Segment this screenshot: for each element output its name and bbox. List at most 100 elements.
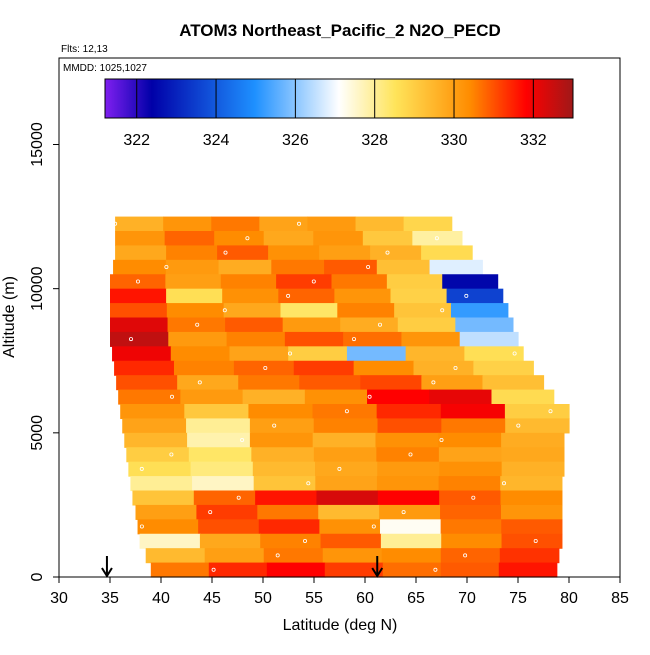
heatmap-cell: [112, 346, 172, 362]
heatmap-cell: [446, 288, 504, 304]
heatmap-cell: [223, 303, 282, 319]
x-tick-label: 35: [101, 590, 119, 607]
x-tick-label: 65: [407, 590, 425, 607]
heatmap-cell: [115, 231, 166, 247]
heatmap-cell: [145, 548, 206, 564]
heatmap-cell: [353, 360, 415, 376]
colorbar-tick-label: 326: [282, 132, 309, 149]
heatmap-cell: [139, 533, 201, 549]
sample-marker: [272, 423, 277, 428]
heatmap-cell: [376, 404, 442, 420]
heatmap-cell: [208, 562, 268, 578]
heatmap-cell: [211, 216, 260, 232]
sample-marker: [135, 279, 140, 284]
heatmap-cell: [501, 461, 565, 477]
sample-marker: [464, 293, 469, 298]
heatmap-cell: [376, 259, 431, 275]
heatmap-cell: [441, 533, 503, 549]
heatmap-cell: [346, 346, 407, 362]
sample-markers: [113, 221, 553, 572]
sample-marker: [344, 409, 349, 414]
heatmap-cell: [204, 548, 265, 564]
heatmap-cell: [278, 288, 335, 304]
heatmap-cell: [394, 303, 452, 319]
heatmap-cell: [429, 389, 493, 405]
heatmap-cell: [249, 418, 315, 434]
flight-arrow-icon: [371, 556, 384, 578]
heatmap-cell: [110, 331, 169, 347]
sample-marker: [211, 567, 216, 572]
heatmap-cell: [242, 389, 306, 405]
heatmap-cell: [429, 259, 483, 275]
heatmap-cell: [293, 360, 355, 376]
heatmap-cell: [382, 562, 442, 578]
heatmap-cell: [253, 476, 316, 492]
colorbar-tick-label: 328: [361, 132, 388, 149]
heatmap-cell: [276, 274, 333, 290]
heatmap-cell: [113, 259, 167, 275]
heatmap-cell: [220, 274, 277, 290]
heatmap-cell: [320, 533, 382, 549]
colorbar: 322 324 326 328 330 332: [104, 78, 574, 149]
heatmap-cell: [381, 548, 442, 564]
sample-marker: [433, 567, 438, 572]
heatmap-cell: [226, 331, 286, 347]
sample-marker: [169, 452, 174, 457]
sample-marker: [208, 510, 213, 515]
heatmap-cell: [118, 389, 181, 405]
heatmap-cell: [128, 461, 192, 477]
heatmap-cell: [498, 562, 558, 578]
heatmap-cell: [370, 245, 422, 261]
heatmap-cell: [319, 245, 371, 261]
heatmap-cell: [379, 504, 441, 520]
heatmap-cell: [137, 519, 199, 535]
sample-marker: [236, 495, 241, 500]
heatmap-cell: [177, 375, 239, 391]
heatmap-cell: [442, 274, 499, 290]
heatmap-cell: [214, 231, 265, 247]
heatmap-cell: [271, 259, 325, 275]
heatmap-cell: [263, 231, 314, 247]
heatmap-cell: [124, 432, 188, 448]
heatmap-cell: [122, 418, 187, 434]
heatmap-cell: [110, 288, 167, 304]
heatmap-cell: [110, 303, 168, 319]
heatmap-cell: [401, 331, 461, 347]
heatmap-cell: [258, 519, 320, 535]
sample-marker: [311, 279, 316, 284]
heatmap-cell: [376, 476, 440, 492]
sample-marker: [302, 539, 307, 544]
colorbar-tick-label: 332: [520, 132, 547, 149]
x-tick-label: 60: [356, 590, 374, 607]
heatmap-cell: [319, 519, 381, 535]
sample-marker: [245, 236, 250, 241]
heatmap-cell: [315, 476, 378, 492]
sample-marker: [512, 351, 517, 356]
heatmap-cell: [438, 476, 501, 492]
heatmap-cell: [324, 259, 378, 275]
heatmap-cell: [168, 331, 228, 347]
sample-marker: [113, 221, 118, 226]
heatmap-cell: [163, 216, 212, 232]
heatmap-cell: [315, 461, 378, 477]
sample-marker: [463, 553, 468, 558]
sample-marker: [401, 510, 406, 515]
heatmap-cell: [504, 404, 570, 420]
sample-marker: [263, 365, 268, 370]
heatmap-cell: [190, 461, 254, 477]
heatmap-cell: [421, 245, 473, 261]
sample-marker: [139, 524, 144, 529]
heatmap-cell: [500, 504, 563, 520]
x-tick-label: 85: [611, 590, 629, 607]
y-tick-label: 15000: [29, 122, 46, 167]
sample-marker: [296, 221, 301, 226]
heatmap-cell: [439, 490, 502, 506]
heatmap-cell: [116, 375, 178, 391]
heatmap-cell: [114, 360, 175, 376]
sample-marker: [337, 466, 342, 471]
x-tick-label: 30: [50, 590, 68, 607]
sample-marker: [223, 250, 228, 255]
sample-marker: [385, 250, 390, 255]
heatmap-cell: [343, 331, 403, 347]
